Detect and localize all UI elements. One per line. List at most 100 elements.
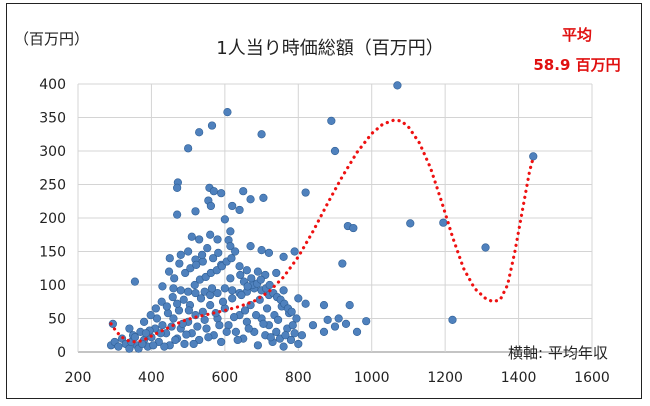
data-point — [206, 301, 215, 310]
data-point — [125, 344, 134, 353]
data-point — [253, 267, 262, 276]
data-point — [294, 339, 303, 349]
data-point — [151, 304, 160, 313]
data-point — [237, 290, 246, 300]
data-point — [287, 307, 296, 316]
data-point — [206, 290, 215, 300]
data-point — [224, 321, 233, 330]
data-point — [251, 311, 261, 320]
x-tick-label: 600 — [211, 370, 238, 386]
data-point — [206, 230, 215, 239]
data-point — [233, 335, 242, 345]
data-point — [227, 254, 236, 263]
x-tick-label: 1400 — [501, 370, 537, 386]
data-point — [195, 335, 204, 345]
data-point — [191, 288, 200, 298]
data-point — [169, 284, 178, 293]
data-point — [162, 302, 171, 311]
data-point — [262, 304, 272, 313]
data-point — [222, 327, 231, 337]
data-point — [184, 287, 193, 296]
y-tick-label: 200 — [39, 211, 66, 227]
data-point — [125, 324, 134, 333]
data-point — [191, 207, 200, 216]
data-point — [235, 205, 244, 215]
data-point — [439, 218, 448, 227]
data-point — [290, 247, 299, 256]
data-point — [130, 333, 140, 342]
data-point — [253, 341, 262, 350]
data-point — [163, 309, 173, 318]
data-point — [204, 333, 213, 342]
data-point — [279, 342, 288, 351]
data-point — [158, 321, 167, 330]
data-point — [330, 322, 340, 331]
data-point — [181, 268, 190, 278]
data-point — [235, 262, 244, 271]
data-point — [193, 322, 202, 331]
data-point — [265, 280, 274, 290]
data-point — [292, 314, 301, 323]
data-point — [215, 321, 224, 330]
y-unit-label: （百万円） — [14, 30, 89, 48]
data-point — [341, 319, 351, 328]
data-point — [228, 286, 237, 295]
data-point — [242, 266, 251, 275]
data-point — [169, 314, 178, 323]
data-point — [180, 339, 189, 349]
data-point — [330, 146, 340, 156]
data-point — [171, 335, 180, 345]
x-axis-ticks: 200 400 600 800 1000 1200 1400 1600 — [65, 370, 610, 386]
average-value: 58.9 百万円 — [533, 56, 620, 74]
data-point — [231, 247, 240, 256]
data-point — [257, 130, 266, 139]
data-point — [176, 286, 185, 295]
data-point — [152, 314, 162, 323]
data-point — [217, 189, 226, 198]
data-point — [160, 342, 169, 351]
data-point — [334, 314, 343, 323]
data-point — [229, 313, 239, 322]
data-point — [294, 294, 303, 303]
average-label: 平均 — [562, 26, 592, 44]
data-point — [279, 286, 288, 295]
data-point — [362, 317, 371, 326]
data-point — [179, 295, 188, 304]
data-point — [207, 121, 217, 130]
data-point — [173, 183, 182, 192]
data-point — [165, 254, 174, 263]
data-point — [247, 274, 256, 283]
data-point — [243, 282, 252, 291]
data-point — [323, 315, 332, 324]
data-point — [308, 321, 318, 330]
data-point — [226, 242, 235, 251]
data-point — [114, 342, 123, 351]
data-point — [182, 330, 191, 339]
data-point — [214, 248, 223, 257]
y-tick-label: 150 — [39, 245, 66, 261]
data-point — [529, 152, 538, 161]
data-point — [231, 327, 240, 337]
data-point — [301, 188, 310, 197]
data-point — [141, 329, 151, 338]
data-point — [244, 324, 253, 333]
data-point — [184, 144, 193, 153]
data-point — [187, 232, 196, 241]
data-point — [200, 315, 209, 324]
data-point — [272, 327, 281, 337]
grid — [77, 83, 593, 353]
data-point — [190, 280, 199, 290]
data-point — [349, 223, 358, 233]
data-point — [220, 284, 229, 293]
data-point — [206, 201, 216, 211]
data-point — [158, 282, 167, 291]
data-point — [146, 311, 155, 320]
data-point — [195, 128, 204, 137]
data-point — [272, 268, 281, 278]
data-point — [246, 242, 255, 251]
data-point — [223, 108, 232, 117]
data-point — [257, 246, 266, 255]
data-point — [184, 247, 193, 256]
data-point — [195, 235, 204, 244]
